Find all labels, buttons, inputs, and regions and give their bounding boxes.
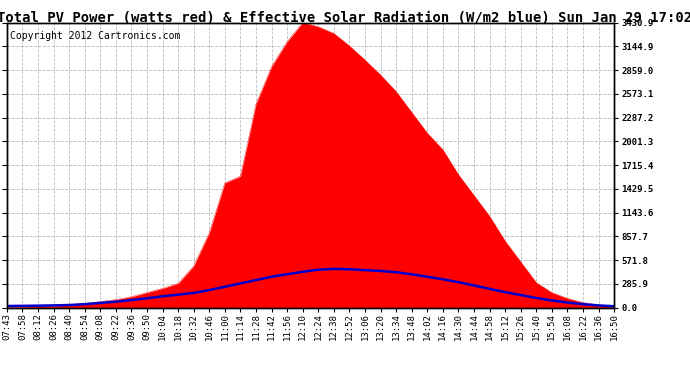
Text: Total PV Power (watts red) & Effective Solar Radiation (W/m2 blue) Sun Jan 29 17: Total PV Power (watts red) & Effective S… bbox=[0, 11, 690, 25]
Text: Copyright 2012 Cartronics.com: Copyright 2012 Cartronics.com bbox=[10, 31, 180, 41]
